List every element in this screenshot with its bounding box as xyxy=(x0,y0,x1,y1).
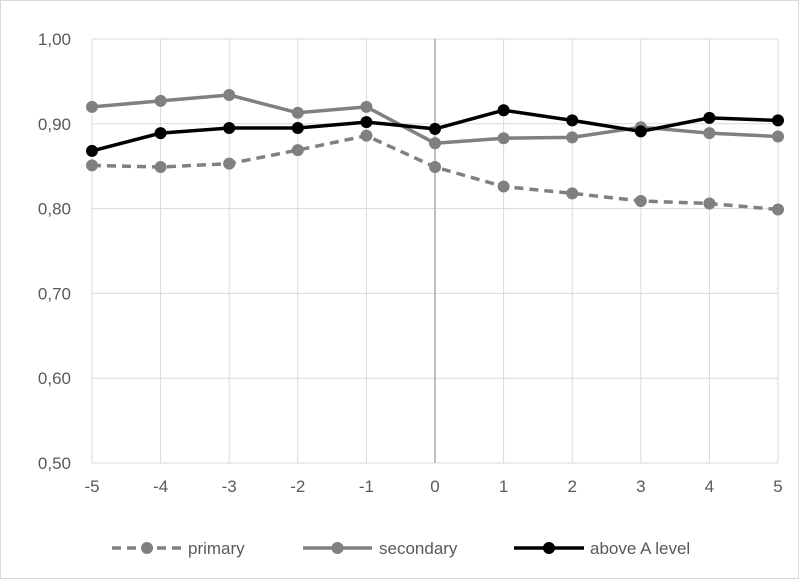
x-tick-label: -2 xyxy=(290,477,305,496)
x-tick-label: 0 xyxy=(430,477,439,496)
data-point xyxy=(223,157,236,170)
data-point xyxy=(291,122,304,135)
data-point xyxy=(703,127,716,140)
data-point xyxy=(291,106,304,119)
data-point xyxy=(429,137,441,150)
data-point xyxy=(154,161,167,174)
data-point xyxy=(86,144,98,157)
data-point xyxy=(154,94,167,107)
legend-swatch-marker xyxy=(543,542,555,554)
y-tick-label: 0,70 xyxy=(38,284,71,303)
data-point xyxy=(703,111,716,124)
data-point xyxy=(634,194,647,207)
x-tick-label: 1 xyxy=(499,477,508,496)
x-tick-label: -4 xyxy=(153,477,168,496)
data-point xyxy=(223,88,236,101)
x-tick-label: 5 xyxy=(773,477,782,496)
legend-swatch-marker xyxy=(141,542,153,554)
legend-label: above A level xyxy=(590,539,690,558)
y-tick-label: 1,00 xyxy=(38,30,71,49)
data-point xyxy=(86,100,98,113)
data-point xyxy=(703,197,716,210)
data-point xyxy=(360,129,373,142)
y-tick-label: 0,50 xyxy=(38,454,71,473)
data-point xyxy=(497,180,510,193)
x-tick-label: 2 xyxy=(567,477,576,496)
data-point xyxy=(291,144,304,157)
x-tick-label: 3 xyxy=(636,477,645,496)
data-point xyxy=(772,114,784,127)
y-tick-label: 0,80 xyxy=(38,200,71,219)
x-tick-label: -3 xyxy=(222,477,237,496)
x-tick-label: 4 xyxy=(705,477,714,496)
y-tick-label: 0,60 xyxy=(38,369,71,388)
data-point xyxy=(634,125,647,138)
data-point xyxy=(223,122,236,135)
data-point xyxy=(566,187,579,200)
legend-swatch-marker xyxy=(331,542,344,554)
y-tick-label: 0,90 xyxy=(38,115,71,134)
data-point xyxy=(154,127,167,140)
data-point xyxy=(566,114,579,127)
data-point xyxy=(86,159,98,172)
data-point xyxy=(429,161,441,174)
data-point xyxy=(497,132,510,145)
x-tick-label: -5 xyxy=(84,477,99,496)
legend-label: secondary xyxy=(379,539,458,558)
data-point xyxy=(497,104,510,117)
data-point xyxy=(360,100,373,113)
data-point xyxy=(772,130,784,143)
legend-label: primary xyxy=(188,539,245,558)
x-tick-label: -1 xyxy=(359,477,374,496)
data-point xyxy=(566,131,579,144)
data-point xyxy=(429,122,441,135)
data-point xyxy=(360,116,373,129)
data-point xyxy=(772,203,784,216)
